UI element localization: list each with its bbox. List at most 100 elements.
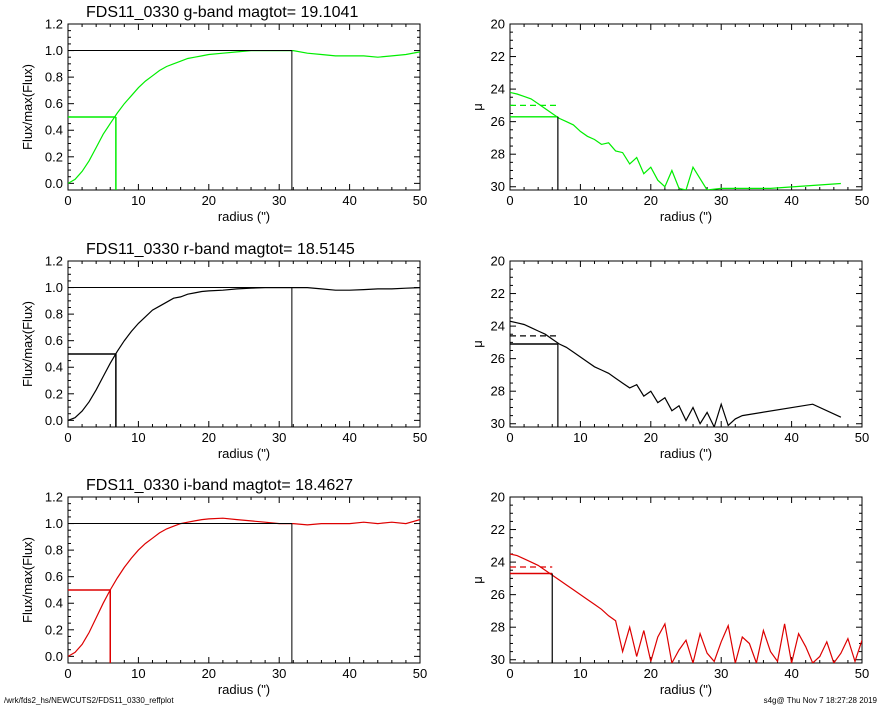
x-tick-label: 20 bbox=[202, 666, 216, 681]
footer-timestamp: s4g@ Thu Nov 7 18:27:28 2019 bbox=[763, 696, 877, 705]
x-tick-label: 20 bbox=[202, 430, 216, 445]
y-tick-label: 28 bbox=[491, 384, 505, 399]
x-axis-label: radius (") bbox=[660, 209, 712, 224]
panel-i-growth: 0 10 20 30 40 50 0.0 0.2 0.4 0.6 0.8 1.0 1.2 radius (… bbox=[20, 477, 427, 697]
x-tick-label: 10 bbox=[131, 666, 145, 681]
y-tick-label: 24 bbox=[491, 82, 505, 97]
series-line-g-profile bbox=[510, 91, 841, 190]
y-tick-label: 28 bbox=[491, 620, 505, 635]
x-tick-label: 30 bbox=[272, 193, 286, 208]
x-tick-label: 10 bbox=[573, 666, 587, 681]
y-tick-label: 24 bbox=[491, 319, 505, 334]
series-line-r-profile bbox=[510, 320, 842, 427]
x-tick-label: 20 bbox=[644, 430, 658, 445]
y-tick-label: 0.2 bbox=[45, 386, 63, 401]
panel-title: FDS11_0330 r-band magtot= 18.5145 bbox=[86, 241, 355, 258]
data-group bbox=[68, 49, 420, 190]
x-tick-label: 30 bbox=[714, 193, 728, 208]
x-tick-label: 30 bbox=[714, 666, 728, 681]
x-tick-label: 20 bbox=[644, 193, 658, 208]
x-tick-label: 30 bbox=[272, 666, 286, 681]
x-tick-label: 30 bbox=[272, 430, 286, 445]
y-tick-label: 0.0 bbox=[45, 413, 63, 428]
y-axis-label: μ bbox=[470, 103, 485, 111]
x-tick-label: 40 bbox=[342, 430, 356, 445]
y-tick-label: 20 bbox=[491, 254, 505, 269]
data-group bbox=[510, 320, 842, 427]
x-tick-label: 0 bbox=[506, 666, 513, 681]
x-tick-label: 20 bbox=[644, 666, 658, 681]
y-tick-label: 0.6 bbox=[45, 569, 63, 584]
y-tick-label: 0.8 bbox=[45, 543, 63, 558]
y-axis-label: μ bbox=[470, 340, 485, 348]
y-axis-label: μ bbox=[470, 576, 485, 584]
y-tick-label: 30 bbox=[491, 179, 505, 194]
x-tick-label: 10 bbox=[131, 193, 145, 208]
y-tick-label: 20 bbox=[491, 490, 505, 505]
panel-r-growth: 0 10 20 30 40 50 0.0 0.2 0.4 0.6 0.8 1.0 1.2 radius (… bbox=[20, 241, 427, 461]
data-group bbox=[510, 553, 862, 663]
x-tick-label: 10 bbox=[573, 193, 587, 208]
y-tick-label: 22 bbox=[491, 49, 505, 64]
axes-frame bbox=[509, 260, 863, 428]
panel-g-growth: 0 10 20 30 40 50 0.0 0.2 0.4 0.6 0.8 1.0 1.2 radius (… bbox=[20, 4, 427, 224]
data-group bbox=[510, 91, 841, 190]
y-tick-label: 0.6 bbox=[45, 96, 63, 111]
y-tick-label: 26 bbox=[491, 114, 505, 129]
y-tick-label: 26 bbox=[491, 351, 505, 366]
x-axis-label: radius (") bbox=[218, 682, 270, 697]
x-tick-label: 50 bbox=[855, 430, 869, 445]
y-tick-label: 1.0 bbox=[45, 280, 63, 295]
x-tick-label: 40 bbox=[784, 193, 798, 208]
y-tick-label: 1.2 bbox=[45, 17, 63, 32]
x-axis-label: radius (") bbox=[218, 446, 270, 461]
series-line-i-growth bbox=[68, 517, 420, 657]
data-group bbox=[68, 287, 420, 427]
x-tick-label: 50 bbox=[413, 193, 427, 208]
x-tick-label: 10 bbox=[573, 430, 587, 445]
y-tick-label: 1.2 bbox=[45, 490, 63, 505]
y-tick-label: 20 bbox=[491, 17, 505, 32]
x-tick-label: 0 bbox=[506, 430, 513, 445]
series-line-i-profile bbox=[510, 553, 862, 663]
x-tick-label: 40 bbox=[342, 666, 356, 681]
y-axis-label: Flux/max(Flux) bbox=[20, 537, 35, 623]
y-tick-label: 28 bbox=[491, 147, 505, 162]
y-axis-label: Flux/max(Flux) bbox=[20, 64, 35, 150]
y-tick-label: 22 bbox=[491, 286, 505, 301]
y-tick-label: 30 bbox=[491, 652, 505, 667]
x-tick-label: 0 bbox=[64, 430, 71, 445]
y-axis-label: Flux/max(Flux) bbox=[20, 301, 35, 387]
x-tick-label: 40 bbox=[784, 430, 798, 445]
y-tick-label: 1.2 bbox=[45, 254, 63, 269]
y-tick-label: 24 bbox=[491, 555, 505, 570]
axes-frame bbox=[67, 260, 421, 428]
x-axis-label: radius (") bbox=[218, 209, 270, 224]
axes-frame bbox=[509, 23, 863, 191]
data-group bbox=[68, 517, 420, 663]
series-line-g-growth bbox=[68, 49, 420, 184]
x-tick-label: 40 bbox=[784, 666, 798, 681]
y-tick-label: 0.2 bbox=[45, 149, 63, 164]
x-tick-label: 20 bbox=[202, 193, 216, 208]
axes-frame bbox=[509, 496, 863, 664]
y-tick-label: 0.8 bbox=[45, 70, 63, 85]
x-tick-label: 0 bbox=[506, 193, 513, 208]
y-tick-label: 0.4 bbox=[45, 123, 63, 138]
x-tick-label: 50 bbox=[413, 666, 427, 681]
x-tick-label: 10 bbox=[131, 430, 145, 445]
x-tick-label: 0 bbox=[64, 193, 71, 208]
x-tick-label: 0 bbox=[64, 666, 71, 681]
x-tick-label: 50 bbox=[413, 430, 427, 445]
y-tick-label: 0.0 bbox=[45, 176, 63, 191]
panel-title: FDS11_0330 i-band magtot= 18.4627 bbox=[86, 477, 353, 494]
x-axis-label: radius (") bbox=[660, 682, 712, 697]
x-tick-label: 50 bbox=[855, 193, 869, 208]
x-tick-label: 30 bbox=[714, 430, 728, 445]
y-tick-label: 0.2 bbox=[45, 622, 63, 637]
y-tick-label: 1.0 bbox=[45, 43, 63, 58]
y-tick-label: 0.8 bbox=[45, 307, 63, 322]
